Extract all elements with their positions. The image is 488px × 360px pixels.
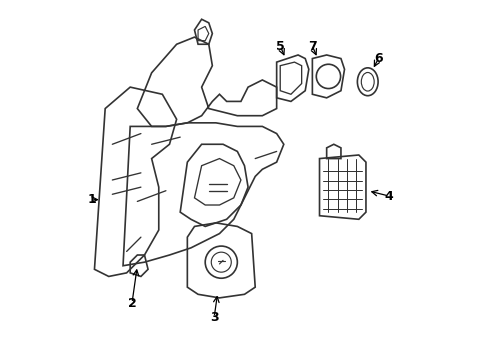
Text: 5: 5 [275, 40, 284, 53]
Text: 7: 7 [307, 40, 316, 53]
Text: 1: 1 [87, 193, 96, 206]
Text: 3: 3 [209, 311, 218, 324]
Text: 2: 2 [127, 297, 136, 310]
Text: 6: 6 [373, 52, 382, 65]
Text: 4: 4 [384, 190, 393, 203]
